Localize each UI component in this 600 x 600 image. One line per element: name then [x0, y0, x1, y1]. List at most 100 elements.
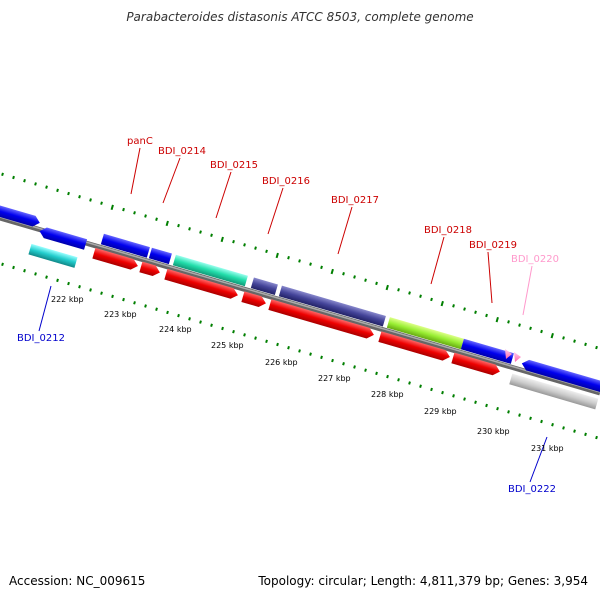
accession-label: Accession: NC_009615: [9, 574, 146, 588]
track-dot: [485, 403, 488, 408]
gene-label-BDI_0214: BDI_0214: [158, 146, 206, 157]
scale-label: 231 kbp: [531, 444, 564, 453]
track-dot: [518, 323, 521, 327]
gene-features: [0, 203, 600, 410]
track-dot: [562, 426, 565, 430]
scale-label: 225 kbp: [211, 341, 244, 350]
track-dot: [309, 262, 312, 266]
track-dot: [133, 301, 136, 305]
track-dot: [45, 275, 48, 279]
track-dot: [408, 381, 411, 385]
track-dot: [67, 281, 70, 286]
track-dot: [56, 188, 59, 193]
track-dot: [166, 310, 169, 315]
track-dot: [320, 265, 323, 270]
gene-BDI_0217: [278, 285, 386, 327]
gene-red-4: [241, 291, 266, 307]
track-dot: [275, 252, 279, 259]
track-dot: [375, 371, 378, 376]
track-dot: [430, 387, 433, 392]
leader-line-BDI_0220: [522, 265, 533, 316]
track-dot: [408, 291, 411, 295]
track-dot: [243, 333, 246, 337]
track-dot: [419, 294, 422, 298]
track-dot: [397, 288, 400, 292]
track-dot: [265, 339, 268, 344]
scale-label: 226 kbp: [265, 358, 298, 367]
track-dot: [364, 278, 367, 282]
track-dot: [452, 304, 455, 308]
track-dot: [342, 272, 345, 276]
track-dot: [375, 281, 378, 286]
page-title: Parabacteroides distasonis ATCC 8503, co…: [126, 10, 474, 24]
leader-line-BDI_0212: [38, 285, 52, 332]
gene-BDI_0221: [521, 359, 600, 395]
track-dot: [287, 256, 290, 260]
track-dot: [287, 346, 290, 350]
track-dot: [78, 195, 81, 199]
track-dot: [430, 297, 433, 302]
gene-red-1: [92, 247, 138, 270]
track-dot: [584, 342, 587, 347]
track-dot: [364, 368, 367, 372]
track-dot: [165, 220, 169, 227]
track-dot: [452, 394, 455, 398]
genome-summary: Topology: circular; Length: 4,811,379 bp…: [258, 574, 588, 588]
track-dot: [254, 246, 257, 250]
gene-BDI_0219: [460, 338, 514, 364]
track-dot: [34, 272, 37, 276]
track-dot: [12, 175, 15, 180]
track-dot: [474, 400, 477, 404]
leader-line-BDI_0222: [529, 436, 548, 483]
track-dot: [496, 406, 499, 411]
leader-line-BDI_0214: [162, 157, 181, 204]
track-dot: [122, 207, 125, 212]
track-dot: [232, 329, 235, 334]
gene-BDI_0211: [0, 203, 40, 227]
scale-label: 230 kbp: [477, 427, 510, 436]
leader-line-BDI_0216: [267, 187, 284, 235]
track-dot: [550, 333, 554, 339]
track-dot: [177, 223, 180, 228]
track-dot: [330, 268, 334, 275]
track-dot: [144, 214, 147, 218]
track-dot: [385, 284, 389, 291]
track-dot: [155, 307, 158, 311]
track-dot: [540, 329, 543, 334]
gene-label-BDI_0218: BDI_0218: [424, 225, 472, 236]
track-dot: [298, 349, 301, 353]
gene-panC-a: [100, 233, 150, 258]
track-dot: [529, 416, 532, 421]
track-dot: [67, 191, 70, 196]
gene-label-BDI_0220: BDI_0220: [511, 254, 559, 265]
genome-backbone: [0, 215, 600, 396]
lower-dotted-track: [1, 262, 598, 440]
gene-label-BDI_0217: BDI_0217: [331, 195, 379, 206]
scale-label: 224 kbp: [159, 325, 192, 334]
track-dot: [220, 236, 224, 243]
gene-BDI_0218: [386, 317, 464, 350]
track-dot: [441, 390, 444, 395]
track-dot: [210, 323, 213, 327]
track-dot: [1, 262, 4, 267]
gene-red-2: [139, 261, 160, 277]
gene-BDI_0212: [28, 243, 78, 268]
scale-labels: 222 kbp 223 kbp 224 kbp 225 kbp 226 kbp 227 k…: [51, 295, 564, 453]
track-dot: [243, 243, 246, 247]
track-dot: [529, 326, 532, 331]
track-dot: [12, 265, 15, 270]
gene-BDI_0222: [509, 373, 599, 410]
track-dot: [495, 316, 499, 323]
gene-label-BDI_0216: BDI_0216: [262, 176, 310, 187]
gene-BDI_0215: [172, 254, 248, 287]
track-dot: [199, 230, 202, 234]
gene-BDI_0220: [505, 349, 521, 362]
track-dot: [342, 362, 345, 366]
track-dot: [440, 300, 444, 307]
track-dot: [463, 307, 466, 311]
track-dot: [540, 419, 543, 424]
track-dot: [507, 320, 510, 324]
track-dot: [177, 313, 180, 318]
track-dot: [221, 326, 224, 331]
